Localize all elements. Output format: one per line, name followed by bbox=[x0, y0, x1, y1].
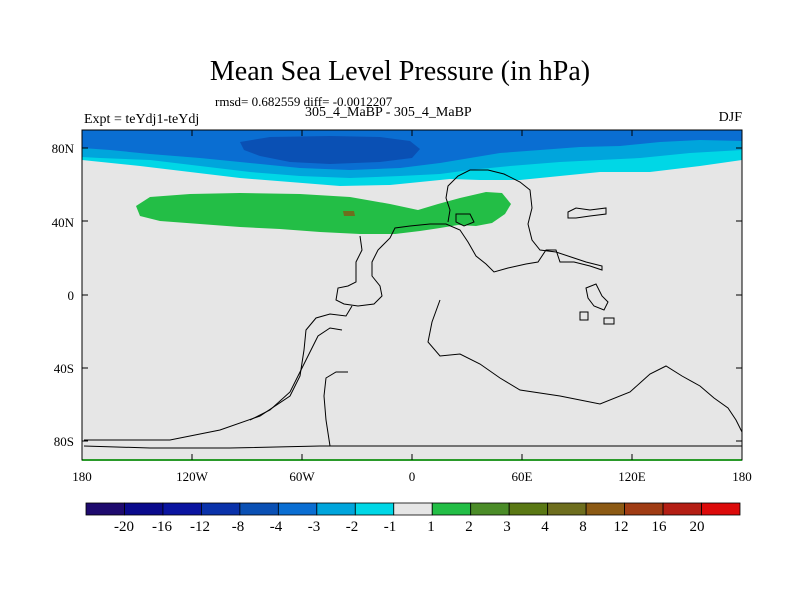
season-label: DJF bbox=[718, 110, 742, 125]
coastline-island-3 bbox=[585, 283, 609, 311]
x-tick-label: 180 bbox=[732, 469, 752, 484]
x-tick-label: 60E bbox=[512, 469, 533, 484]
colorbar-label: -16 bbox=[152, 519, 172, 535]
coastline-island-5 bbox=[603, 317, 615, 325]
colorbar-label: 3 bbox=[503, 519, 511, 535]
colorbar bbox=[85, 502, 741, 516]
y-tick-label: 0 bbox=[68, 288, 75, 303]
colorbar-label: -2 bbox=[346, 519, 359, 535]
map-title: Mean Sea Level Pressure (in hPa) bbox=[209, 56, 591, 87]
coastline-south-strip bbox=[249, 327, 343, 421]
coastlines bbox=[83, 169, 742, 449]
stats-line: rmsd= 0.682559 diff= -0.0012207 bbox=[215, 94, 393, 109]
y-tick-label: 80S bbox=[54, 434, 74, 449]
colorbar-swatch bbox=[470, 502, 510, 516]
coastline-gondwana-east bbox=[427, 299, 742, 433]
colorbar-swatch bbox=[585, 502, 625, 516]
colorbar-label: 4 bbox=[541, 519, 549, 535]
colorbar-swatch bbox=[85, 502, 125, 516]
colorbar-swatch bbox=[662, 502, 702, 516]
coastline-gondwana-south bbox=[83, 445, 742, 449]
x-tick-label: 180 bbox=[72, 469, 92, 484]
colorbar-label: 1 bbox=[427, 519, 435, 535]
anomaly-field bbox=[82, 130, 742, 234]
colorbar-label: -12 bbox=[190, 519, 210, 535]
x-tick-label: 0 bbox=[409, 469, 416, 484]
colorbar-label: 20 bbox=[690, 519, 705, 535]
y-tick-label: 80N bbox=[52, 141, 75, 156]
x-axis-ticks bbox=[81, 130, 743, 460]
colorbar-label: 12 bbox=[614, 519, 629, 535]
x-tick-label: 60W bbox=[289, 469, 315, 484]
anomaly-region-plus4 bbox=[343, 211, 355, 216]
colorbar-swatch bbox=[508, 502, 549, 516]
colorbar-label: 16 bbox=[652, 519, 668, 535]
colorbar-swatch bbox=[354, 502, 395, 516]
experiment-label: Expt = teYdj1-teYdj bbox=[84, 112, 200, 127]
coastline-antarctic-inlet bbox=[323, 371, 348, 447]
colorbar-swatch bbox=[162, 502, 202, 516]
map-background bbox=[82, 130, 742, 460]
colorbar-swatch bbox=[431, 502, 472, 516]
colorbar-swatch bbox=[624, 502, 664, 516]
colorbar-swatch bbox=[701, 502, 741, 516]
colorbar-label: -4 bbox=[270, 519, 283, 535]
coastline-laurasia bbox=[335, 169, 603, 307]
colorbar-swatch bbox=[277, 502, 318, 516]
colorbar-label: -3 bbox=[308, 519, 321, 535]
colorbar-swatch bbox=[547, 502, 587, 516]
colorbar-label: -8 bbox=[232, 519, 245, 535]
coastline-island-4 bbox=[579, 311, 589, 321]
coastline-tethys-island-2 bbox=[455, 213, 475, 227]
colorbar-label: 8 bbox=[579, 519, 587, 535]
colorbar-swatch bbox=[239, 502, 279, 516]
y-tick-label: 40S bbox=[54, 361, 74, 376]
y-axis-ticks bbox=[82, 147, 742, 442]
x-tick-label: 120W bbox=[176, 469, 209, 484]
colorbar-swatch bbox=[201, 502, 241, 516]
x-tick-label: 120E bbox=[618, 469, 646, 484]
anomaly-region-minus8 bbox=[240, 136, 420, 164]
y-tick-label: 40N bbox=[52, 215, 75, 230]
colorbar-swatch bbox=[124, 502, 164, 516]
coastline-tethys-island-1 bbox=[567, 207, 607, 219]
colorbar-swatch bbox=[316, 502, 356, 516]
coastline-gondwana-west bbox=[84, 305, 353, 441]
colorbar-label: -1 bbox=[384, 519, 397, 535]
colorbar-label: 2 bbox=[465, 519, 473, 535]
colorbar-label: -20 bbox=[114, 519, 134, 535]
experiment-names: 305_4_MaBP - 305_4_MaBP bbox=[305, 105, 472, 120]
colorbar-swatch bbox=[393, 502, 433, 516]
anomaly-region-plus2 bbox=[136, 192, 511, 234]
